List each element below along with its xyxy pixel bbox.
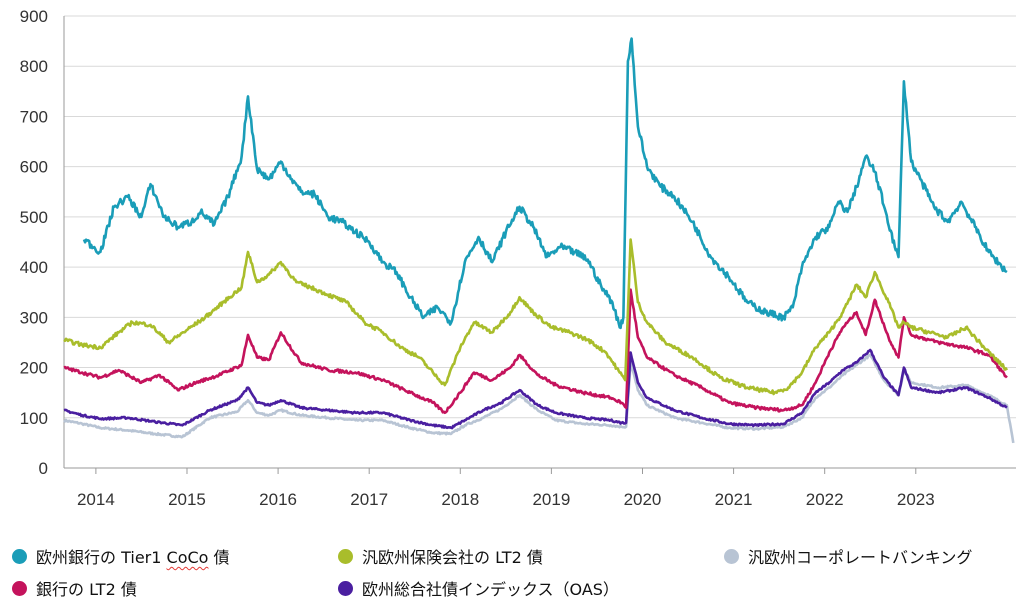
series-line-0 [82, 37, 1008, 330]
legend-item-corporate-banking: 汎欧州コーポレートバンキング [724, 544, 972, 568]
y-tick-label: 900 [20, 7, 48, 26]
legend-marker-bank-lt2 [12, 580, 27, 596]
legend-label-coco: 欧州銀行の Tier1 CoCo 債 [36, 548, 230, 567]
y-tick-label: 300 [20, 308, 48, 327]
y-tick-label: 100 [20, 409, 48, 428]
series-line-4 [63, 353, 1015, 444]
x-tick-label: 2017 [350, 490, 388, 509]
x-tick-label: 2016 [259, 490, 297, 509]
legend-item-coco: 欧州銀行の Tier1 CoCo 債 [12, 544, 230, 568]
gridlines [63, 15, 1016, 469]
x-tick-label: 2019 [532, 490, 570, 509]
legend-label-insurance: 汎欧州保険会社の LT2 債 [362, 548, 543, 567]
legend-label-corporate-banking: 汎欧州コーポレートバンキング [748, 548, 973, 567]
y-tick-label: 600 [20, 158, 48, 177]
y-tick-label: 400 [20, 258, 48, 277]
legend-label-oas: 欧州総合社債インデックス（OAS） [362, 580, 619, 599]
x-tick-label: 2020 [624, 490, 662, 509]
x-tick-label: 2014 [77, 490, 115, 509]
x-axis-ticks: 2014 2015 2016 2017 2018 2019 2020 2021 2022 2023 [77, 468, 935, 509]
series-line-2 [63, 288, 1008, 415]
series-line-3 [63, 348, 1008, 430]
legend-item-oas: 欧州総合社債インデックス（OAS） [338, 576, 619, 600]
x-tick-label: 2015 [168, 490, 206, 509]
y-tick-label: 500 [20, 208, 48, 227]
legend-marker-insurance [338, 548, 353, 564]
legend-item-bank-lt2: 銀行の LT2 債 [12, 576, 137, 600]
series-line-1 [63, 238, 1009, 396]
y-tick-label: 700 [20, 107, 48, 126]
x-tick-label: 2023 [897, 490, 935, 509]
series-lines [63, 37, 1015, 444]
y-tick-label: 0 [39, 459, 48, 478]
x-tick-label: 2018 [441, 490, 479, 509]
legend-label-bank-lt2: 銀行の LT2 債 [36, 580, 137, 599]
legend-marker-oas [338, 580, 353, 596]
legend-item-insurance: 汎欧州保険会社の LT2 債 [338, 544, 543, 568]
y-axis-ticks: 0 100 200 300 400 500 600 700 800 900 [20, 7, 48, 478]
y-tick-label: 800 [20, 57, 48, 76]
legend-marker-coco [12, 548, 27, 564]
legend-marker-corporate-banking [724, 548, 739, 564]
x-tick-label: 2022 [806, 490, 844, 509]
y-tick-label: 200 [20, 359, 48, 378]
x-tick-label: 2021 [715, 490, 753, 509]
